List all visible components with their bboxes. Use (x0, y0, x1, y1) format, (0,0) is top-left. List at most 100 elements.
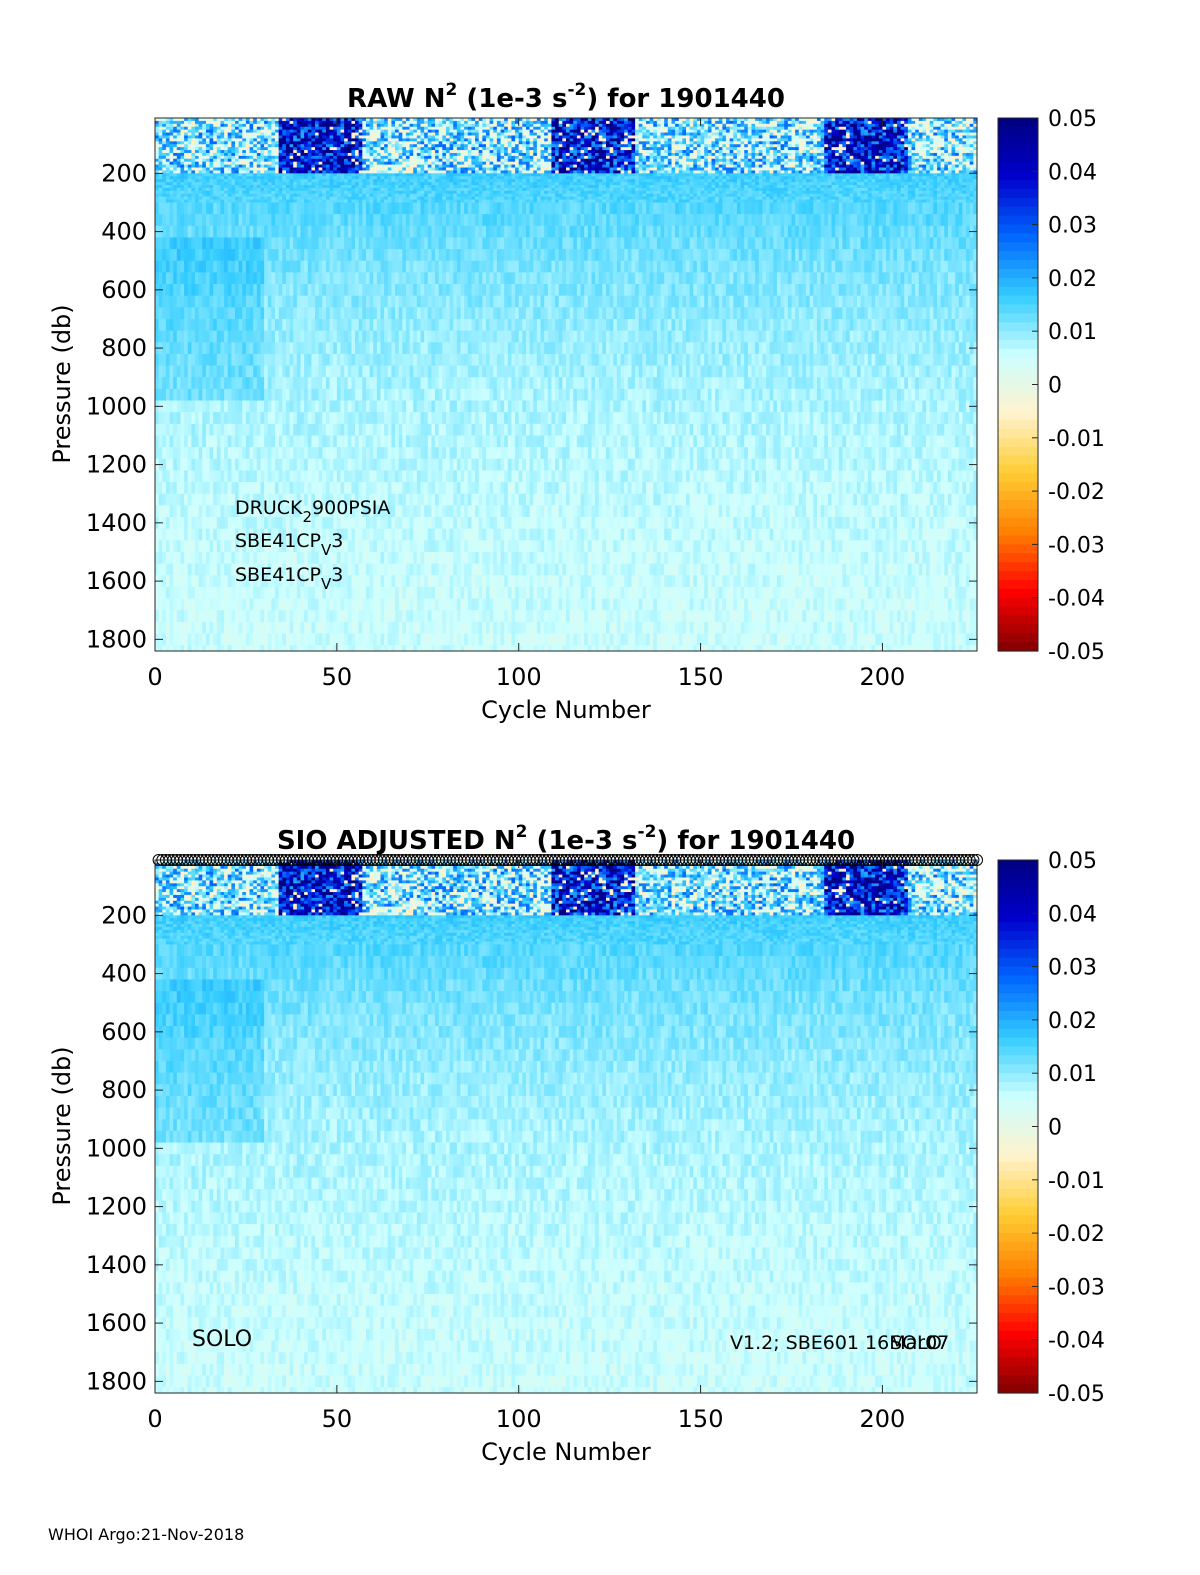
heatmap-cell (373, 493, 378, 506)
heatmap-cell (336, 458, 342, 472)
heatmap-cell (293, 412, 298, 425)
heatmap-cell (216, 353, 222, 367)
heatmap-cell (384, 132, 389, 137)
heatmap-cell (296, 645, 302, 652)
heatmap-cell (315, 138, 320, 142)
heatmap-cell (307, 400, 312, 413)
heatmap-cell (285, 458, 291, 472)
heatmap-cell (275, 563, 280, 576)
heatmap-cell (209, 170, 214, 174)
heatmap-cell (220, 129, 225, 134)
heatmap-cell (275, 517, 280, 530)
heatmap-cell (329, 318, 334, 332)
heatmap-cell (376, 633, 382, 646)
heatmap-cell (191, 470, 196, 483)
heatmap-cell (333, 184, 338, 189)
heatmap-cell (340, 118, 345, 122)
heatmap-cell (271, 155, 276, 160)
heatmap-cell (347, 129, 353, 134)
heatmap-cell (289, 152, 294, 157)
heatmap-cell (416, 482, 422, 495)
heatmap-cell (300, 120, 305, 125)
heatmap-cell (387, 147, 393, 151)
heatmap-cell (235, 633, 240, 646)
heatmap-cell (256, 155, 262, 160)
heatmap-cell (282, 400, 287, 413)
heatmap-cell (355, 493, 360, 506)
heatmap-cell (275, 132, 280, 137)
heatmap-cell (205, 423, 211, 437)
heatmap-cell (325, 388, 331, 402)
heatmap-cell (398, 190, 403, 195)
heatmap-cell (216, 132, 222, 137)
heatmap-cell (311, 377, 316, 390)
heatmap-cell (347, 135, 353, 139)
heatmap-cell (398, 161, 403, 166)
heatmap-cell (224, 161, 229, 166)
heatmap-cell (245, 164, 251, 169)
heatmap-cell (358, 633, 363, 646)
heatmap-cell (256, 330, 262, 343)
heatmap-cell (325, 118, 331, 122)
heatmap-cell (351, 190, 356, 195)
heatmap-cell (416, 540, 422, 553)
heatmap-cell (405, 318, 411, 332)
heatmap-cell (224, 132, 229, 137)
heatmap-cell (373, 551, 378, 565)
heatmap-cell (365, 214, 371, 227)
heatmap-cell (187, 318, 192, 332)
heatmap-cell (293, 126, 298, 131)
heatmap-cell (373, 365, 378, 378)
heatmap-cell (409, 184, 414, 189)
heatmap-cell (362, 237, 367, 250)
heatmap-cell (304, 120, 309, 125)
heatmap-cell (285, 164, 291, 169)
heatmap-cell (387, 470, 393, 483)
heatmap-cell (347, 184, 353, 189)
heatmap-cell (376, 118, 382, 122)
heatmap-cell (289, 193, 294, 198)
heatmap-cell (416, 435, 422, 448)
heatmap-cell (373, 173, 378, 177)
heatmap-cell (242, 161, 247, 166)
heatmap-cell (173, 272, 178, 285)
heatmap-cell (318, 249, 323, 262)
heatmap-cell (300, 447, 305, 460)
heatmap-cell (409, 540, 414, 553)
heatmap-cell (336, 610, 342, 623)
heatmap-cell (238, 353, 243, 367)
heatmap-cell (315, 150, 320, 154)
heatmap-cell (242, 645, 247, 652)
heatmap-cell (158, 129, 163, 134)
heatmap-cell (365, 141, 371, 145)
heatmap-cell (311, 353, 316, 367)
heatmap-cell (362, 400, 367, 413)
heatmap-cell (282, 150, 287, 154)
heatmap-cell (195, 318, 200, 332)
heatmap-cell (220, 147, 225, 151)
heatmap-cell (169, 225, 174, 239)
heatmap-cell (264, 377, 269, 390)
heatmap-cell (333, 307, 338, 320)
heatmap-cell (169, 447, 174, 460)
heatmap-cell (267, 144, 272, 148)
heatmap-cell (391, 126, 396, 131)
heatmap-cell (373, 284, 378, 297)
heatmap-cell (369, 158, 374, 163)
heatmap-cell (187, 307, 192, 320)
heatmap-cell (216, 167, 222, 172)
heatmap-cell (165, 179, 171, 183)
heatmap-cell (405, 170, 411, 174)
heatmap-cell (395, 237, 400, 250)
heatmap-cell (304, 260, 309, 273)
heatmap-cell (184, 621, 189, 635)
heatmap-cell (416, 202, 422, 215)
heatmap-cell (162, 187, 167, 192)
heatmap-cell (329, 225, 334, 239)
heatmap-cell (155, 138, 160, 142)
heatmap-cell (220, 187, 225, 192)
heatmap-cell (322, 458, 327, 472)
heatmap-cell (242, 138, 247, 142)
heatmap-cell (195, 158, 200, 163)
heatmap-cell (249, 482, 254, 495)
